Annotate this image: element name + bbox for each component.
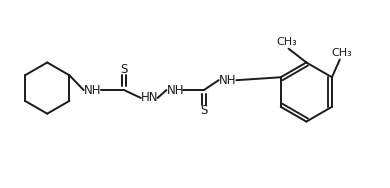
Text: S: S <box>121 63 128 76</box>
Text: S: S <box>200 104 207 117</box>
Text: CH₃: CH₃ <box>276 37 297 47</box>
Text: HN: HN <box>141 91 158 105</box>
Text: NH: NH <box>219 74 236 87</box>
Text: NH: NH <box>167 83 184 97</box>
Text: CH₃: CH₃ <box>332 48 352 58</box>
Text: NH: NH <box>84 83 101 97</box>
